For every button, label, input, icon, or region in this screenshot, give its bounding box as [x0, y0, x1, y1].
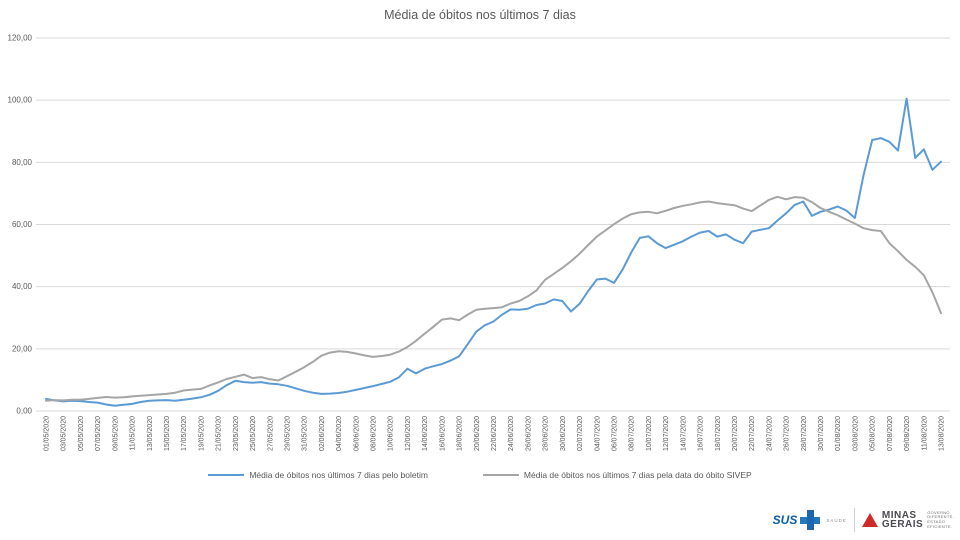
svg-text:12/07/2020: 12/07/2020 [663, 416, 670, 451]
sus-cross-icon [800, 510, 821, 530]
svg-text:18/07/2020: 18/07/2020 [715, 416, 722, 451]
svg-text:01/05/2020: 01/05/2020 [44, 416, 51, 451]
sivep-series-line [45, 195, 942, 402]
svg-text:0,00: 0,00 [16, 407, 32, 416]
svg-text:20/06/2020: 20/06/2020 [474, 416, 481, 451]
svg-text:26/06/2020: 26/06/2020 [525, 416, 532, 451]
svg-text:31/05/2020: 31/05/2020 [302, 416, 309, 451]
svg-text:22/06/2020: 22/06/2020 [491, 416, 498, 451]
footer-divider [853, 508, 855, 532]
svg-text:05/08/2020: 05/08/2020 [870, 416, 877, 451]
legend-item-sivep: Média de óbitos nos últimos 7 dias pela … [482, 470, 752, 480]
sus-saude-label: SAÚDE [826, 517, 847, 523]
svg-text:16/07/2020: 16/07/2020 [698, 416, 705, 451]
svg-text:07/08/2020: 07/08/2020 [887, 416, 894, 451]
svg-text:20/07/2020: 20/07/2020 [732, 416, 739, 451]
svg-text:14/07/2020: 14/07/2020 [680, 416, 687, 451]
svg-text:24/06/2020: 24/06/2020 [508, 416, 515, 451]
svg-text:17/05/2020: 17/05/2020 [181, 416, 188, 451]
svg-text:10/06/2020: 10/06/2020 [388, 416, 395, 451]
svg-text:03/05/2020: 03/05/2020 [61, 416, 68, 451]
svg-text:27/05/2020: 27/05/2020 [267, 416, 274, 451]
svg-text:16/06/2020: 16/06/2020 [439, 416, 446, 451]
svg-text:08/07/2020: 08/07/2020 [629, 416, 636, 451]
svg-text:04/06/2020: 04/06/2020 [336, 416, 343, 451]
svg-text:11/05/2020: 11/05/2020 [130, 416, 137, 451]
svg-text:21/05/2020: 21/05/2020 [216, 416, 223, 451]
svg-text:02/06/2020: 02/06/2020 [319, 416, 326, 451]
svg-text:08/06/2020: 08/06/2020 [371, 416, 378, 451]
legend-label-boletim: Média de óbitos nos últimos 7 dias pelo … [249, 470, 428, 480]
svg-text:14/06/2020: 14/06/2020 [422, 416, 429, 451]
gridlines [36, 37, 950, 412]
svg-text:80,00: 80,00 [12, 158, 33, 167]
legend-label-sivep: Média de óbitos nos últimos 7 dias pela … [523, 470, 752, 480]
svg-text:22/07/2020: 22/07/2020 [749, 416, 756, 451]
svg-text:18/06/2020: 18/06/2020 [457, 416, 464, 451]
svg-text:40,00: 40,00 [12, 282, 33, 291]
svg-text:09/08/2020: 09/08/2020 [904, 416, 911, 451]
svg-text:19/05/2020: 19/05/2020 [198, 416, 205, 451]
svg-text:100,00: 100,00 [8, 96, 33, 105]
boletim-series-line [45, 97, 942, 407]
svg-text:23/05/2020: 23/05/2020 [233, 416, 240, 451]
minas-gerais-logo-text: MINAS GERAIS [881, 509, 924, 530]
svg-text:25/05/2020: 25/05/2020 [250, 416, 257, 451]
svg-text:12/06/2020: 12/06/2020 [405, 416, 412, 451]
svg-text:02/07/2020: 02/07/2020 [577, 416, 584, 451]
svg-text:30/06/2020: 30/06/2020 [560, 416, 567, 451]
sus-logo-text: SUS [772, 513, 798, 527]
svg-text:06/06/2020: 06/06/2020 [353, 416, 360, 451]
svg-text:24/07/2020: 24/07/2020 [766, 416, 773, 451]
footer-logos: SUS SAÚDE MINAS GERAIS GOVERNO DIFERENTE… [773, 506, 954, 534]
legend-item-boletim: Média de óbitos nos últimos 7 dias pelo … [208, 470, 428, 480]
chart-title: Média de óbitos nos últimos 7 dias [384, 8, 576, 22]
chart-plot-area: 0,00 20,00 40,00 60,00 80,00 100,00 120,00 01/0… [8, 34, 950, 451]
y-axis-labels: 0,00 20,00 40,00 60,00 80,00 100,00 120,00 [8, 34, 33, 416]
minas-gerais-logo: MINAS GERAIS GOVERNO DIFERENTE. ESTADO E… [861, 509, 954, 530]
svg-text:06/07/2020: 06/07/2020 [611, 416, 618, 451]
svg-text:09/05/2020: 09/05/2020 [112, 416, 119, 451]
svg-text:05/05/2020: 05/05/2020 [78, 416, 85, 451]
svg-text:11/08/2020: 11/08/2020 [921, 416, 928, 451]
svg-text:60,00: 60,00 [12, 220, 33, 229]
svg-text:10/07/2020: 10/07/2020 [646, 416, 653, 451]
boletim-line-swatch-icon [208, 474, 245, 476]
sivep-line-swatch-icon [482, 474, 519, 476]
svg-text:29/05/2020: 29/05/2020 [284, 416, 291, 451]
minas-gerais-tagline: GOVERNO DIFERENTE. ESTADO EFICIENTE. [927, 509, 954, 529]
svg-text:15/05/2020: 15/05/2020 [164, 416, 171, 451]
x-axis-labels: 01/05/2020 03/05/2020 05/05/2020 07/05/2020… [44, 416, 946, 451]
sus-logo: SUS SAÚDE [773, 510, 847, 530]
svg-text:20,00: 20,00 [12, 344, 33, 353]
svg-text:120,00: 120,00 [8, 34, 33, 43]
svg-text:03/08/2020: 03/08/2020 [852, 416, 859, 451]
chart-legend: Média de óbitos nos últimos 7 dias pelo … [0, 470, 960, 480]
svg-text:07/05/2020: 07/05/2020 [95, 416, 102, 451]
svg-text:04/07/2020: 04/07/2020 [594, 416, 601, 451]
svg-text:13/08/2020: 13/08/2020 [939, 416, 946, 451]
svg-text:26/07/2020: 26/07/2020 [784, 416, 791, 451]
svg-text:13/05/2020: 13/05/2020 [147, 416, 154, 451]
svg-text:28/07/2020: 28/07/2020 [801, 416, 808, 451]
svg-text:01/08/2020: 01/08/2020 [835, 416, 842, 451]
svg-text:28/06/2020: 28/06/2020 [543, 416, 550, 451]
svg-text:30/07/2020: 30/07/2020 [818, 416, 825, 451]
minas-gerais-triangle-icon [861, 513, 878, 527]
